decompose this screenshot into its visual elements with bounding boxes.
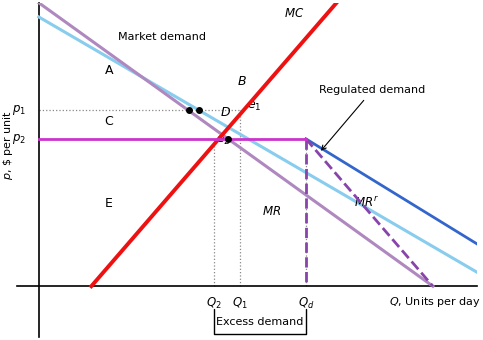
Text: $MR^r$: $MR^r$: [354, 195, 379, 210]
Text: E: E: [104, 197, 113, 210]
Text: Excess demand: Excess demand: [216, 317, 304, 327]
Text: $Q_2$: $Q_2$: [206, 296, 222, 311]
Text: D: D: [221, 106, 230, 119]
Text: $p_1$: $p_1$: [12, 103, 26, 118]
Text: $MC$: $MC$: [284, 7, 304, 20]
Text: Market demand: Market demand: [118, 32, 206, 41]
Text: A: A: [104, 64, 113, 76]
Text: C: C: [104, 115, 113, 128]
Text: $p$, \$ per unit: $p$, \$ per unit: [1, 109, 15, 180]
Text: $e_1$: $e_1$: [247, 100, 261, 113]
Text: $Q_1$: $Q_1$: [232, 296, 248, 311]
Text: $Q_d$: $Q_d$: [298, 296, 314, 311]
Text: B: B: [238, 75, 247, 88]
Text: $MR$: $MR$: [262, 205, 281, 218]
Text: $Q$, Units per day: $Q$, Units per day: [389, 295, 481, 309]
Text: $e_2$: $e_2$: [216, 134, 230, 147]
Text: $p_2$: $p_2$: [12, 132, 26, 146]
Text: Regulated demand: Regulated demand: [319, 85, 425, 150]
